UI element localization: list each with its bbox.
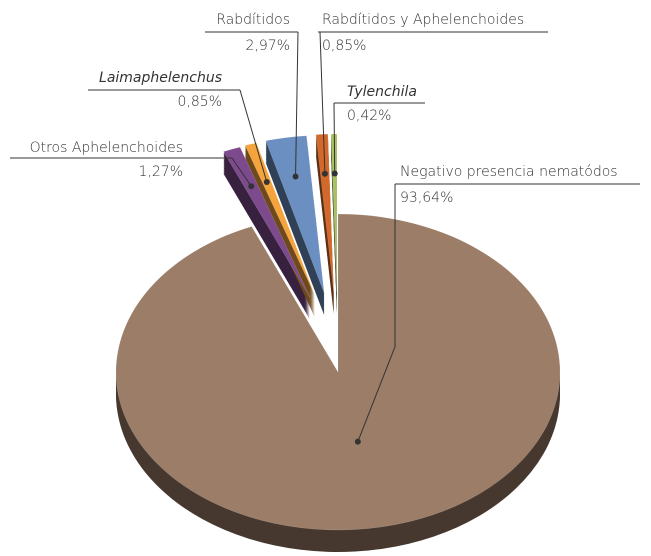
slice-label: Negativo presencia nematódos [400,164,618,180]
slice-label: Rabdítidos [216,12,290,28]
slice-side [245,144,315,298]
slice [115,213,561,531]
leader-line [318,31,548,174]
slice-side [245,152,315,306]
leader-dot [354,438,361,445]
slice-side [245,148,315,302]
leader-dot [321,170,328,177]
slice-label: Tylenchila [347,84,417,100]
leader-dot [263,178,270,185]
slice [223,146,311,298]
value-label: 93,64% [400,190,453,206]
value-label: 1,27% [139,164,183,180]
slice-side [245,146,315,300]
leader-line [88,89,268,183]
leader-line [333,102,425,174]
slice-side [245,154,315,308]
value-label: 0,85% [178,94,222,110]
leader-line [357,183,640,442]
leader-dot [248,183,255,190]
leader-dot [331,170,338,177]
slice [244,142,316,296]
slice-label: Otros Aphelenchoides [30,140,183,156]
value-label: 2,97% [246,38,290,54]
leader-line [205,31,299,177]
slice [315,133,335,293]
slice-side [245,150,315,304]
leader-line [10,157,252,187]
value-label: 0,85% [322,38,366,54]
value-label: 0,42% [347,108,391,124]
slice-label: Rabdítidos y Aphelenchoides [322,12,524,28]
slice-label: Laimaphelenchus [99,70,222,86]
leader-dot [292,173,299,180]
slice [265,135,325,294]
